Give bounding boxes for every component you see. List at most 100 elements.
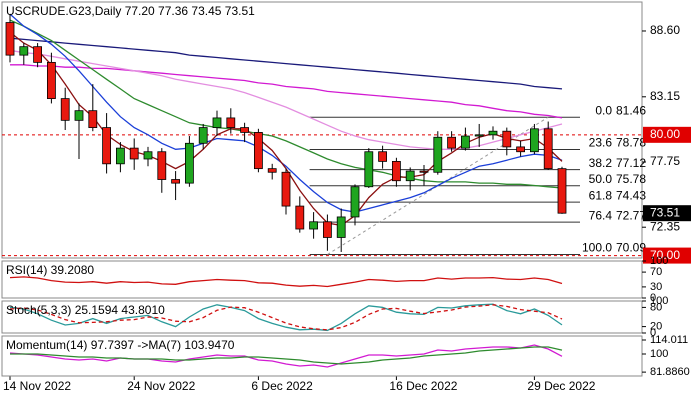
fib-price: 77.12 <box>616 156 646 170</box>
candle-body <box>88 110 98 128</box>
panel-title: RSI(14) 39.2080 <box>6 263 94 277</box>
y-tick-label: 80 <box>650 301 662 313</box>
candle-body <box>543 128 553 170</box>
panel-frame <box>1 300 643 334</box>
fib-price: 74.43 <box>616 188 646 202</box>
indicator-line <box>9 19 563 189</box>
y-tick-label: 77.75 <box>650 154 680 168</box>
y-tick-label: 0 <box>650 327 656 339</box>
candle-body <box>60 98 70 121</box>
candle-body <box>212 117 222 128</box>
level-box <box>643 247 691 264</box>
candle-body <box>447 136 457 149</box>
fib-price: 70.09 <box>616 241 646 255</box>
candle-body <box>350 186 360 218</box>
y-tick-label: 100 <box>650 348 668 360</box>
candle-body <box>19 46 29 56</box>
panel-frame <box>1 335 643 377</box>
y-tick-label: 81.8860 <box>650 366 690 378</box>
fib-level: 61.8 <box>589 188 613 202</box>
x-tick-label: 14 Nov 2022 <box>3 379 71 393</box>
candle-body <box>33 46 42 63</box>
candle-body <box>226 117 236 128</box>
candle-body <box>516 146 525 153</box>
candle-body <box>116 147 125 165</box>
candle-body <box>378 151 388 162</box>
candle-body <box>184 142 194 184</box>
candle-body <box>460 135 470 149</box>
y-tick-label: 20 <box>650 321 662 333</box>
y-tick-label: 30 <box>650 281 662 293</box>
fib-price: 72.77 <box>616 208 646 222</box>
level-label: 70.00 <box>650 248 680 262</box>
y-tick-label: 114.011 <box>650 334 688 346</box>
candle-body <box>557 168 567 214</box>
fib-trend <box>327 116 549 255</box>
y-tick-label: 83.15 <box>650 89 680 103</box>
y-tick-label: 100 <box>650 295 668 307</box>
candle-body <box>240 127 250 133</box>
candle-body <box>433 136 443 173</box>
level-label: 80.00 <box>650 127 680 141</box>
candle-body <box>419 170 429 173</box>
indicator-line <box>9 344 563 368</box>
fib-level: 0.0 <box>595 103 612 117</box>
panel-frame <box>1 1 643 259</box>
candle-body <box>502 130 512 148</box>
fib-level: 23.6 <box>589 136 613 150</box>
panel-title: USCRUDE.G23,Daily 77.20 77.36 73.45 73.5… <box>6 4 255 18</box>
y-tick-label: 0 <box>650 292 656 304</box>
candle-body <box>391 160 401 182</box>
level-box <box>643 126 691 143</box>
y-tick-label: 100 <box>650 255 668 267</box>
candle-body <box>5 22 15 56</box>
x-tick-label: 6 Dec 2022 <box>251 379 313 393</box>
y-tick-label: 88.60 <box>650 23 680 37</box>
candle-body <box>364 151 374 188</box>
indicator-line <box>9 31 563 227</box>
candle-body <box>309 221 319 230</box>
indicator-line <box>9 37 563 90</box>
candle-body <box>143 151 153 160</box>
candle-body <box>129 147 139 160</box>
indicator-line <box>9 304 563 331</box>
candle-body <box>157 151 167 180</box>
candle-body <box>47 61 56 100</box>
candle-body <box>474 134 484 137</box>
last-price-box <box>643 205 691 222</box>
last-price-label: 73.51 <box>650 205 680 219</box>
fib-level: 50.0 <box>589 172 613 186</box>
candle-body <box>74 110 84 121</box>
candle-body <box>253 132 263 170</box>
y-tick-label: 72.35 <box>650 219 680 233</box>
candle-body <box>295 205 305 230</box>
candle-body <box>102 127 111 165</box>
x-tick-label: 29 Dec 2022 <box>527 379 595 393</box>
fib-price: 75.78 <box>616 172 646 186</box>
candle-body <box>322 221 332 238</box>
candle-body <box>171 179 181 184</box>
candle-body <box>488 130 498 136</box>
fib-level: 38.2 <box>589 156 613 170</box>
indicator-line <box>9 13 563 213</box>
candle-body <box>198 127 208 144</box>
indicator-line <box>10 64 563 119</box>
panel-frame <box>1 260 643 299</box>
indicator-line <box>9 276 563 288</box>
indicator-line <box>10 346 563 365</box>
x-tick-label: 24 Nov 2022 <box>127 379 195 393</box>
indicator-line <box>9 49 563 150</box>
candle-body <box>267 168 277 173</box>
y-tick-label: 70 <box>650 266 662 278</box>
candle-body <box>336 216 346 238</box>
x-tick-label: 16 Dec 2022 <box>389 379 457 393</box>
fib-price: 78.78 <box>616 136 646 150</box>
panel-title: Stoch(5,3,3) 25.1594 43.8010 <box>6 303 165 317</box>
fib-price: 81.46 <box>616 103 646 117</box>
fib-level: 76.4 <box>589 208 613 222</box>
candle-body <box>530 128 539 153</box>
candle-body <box>281 171 291 207</box>
fib-level: 100.0 <box>582 241 612 255</box>
